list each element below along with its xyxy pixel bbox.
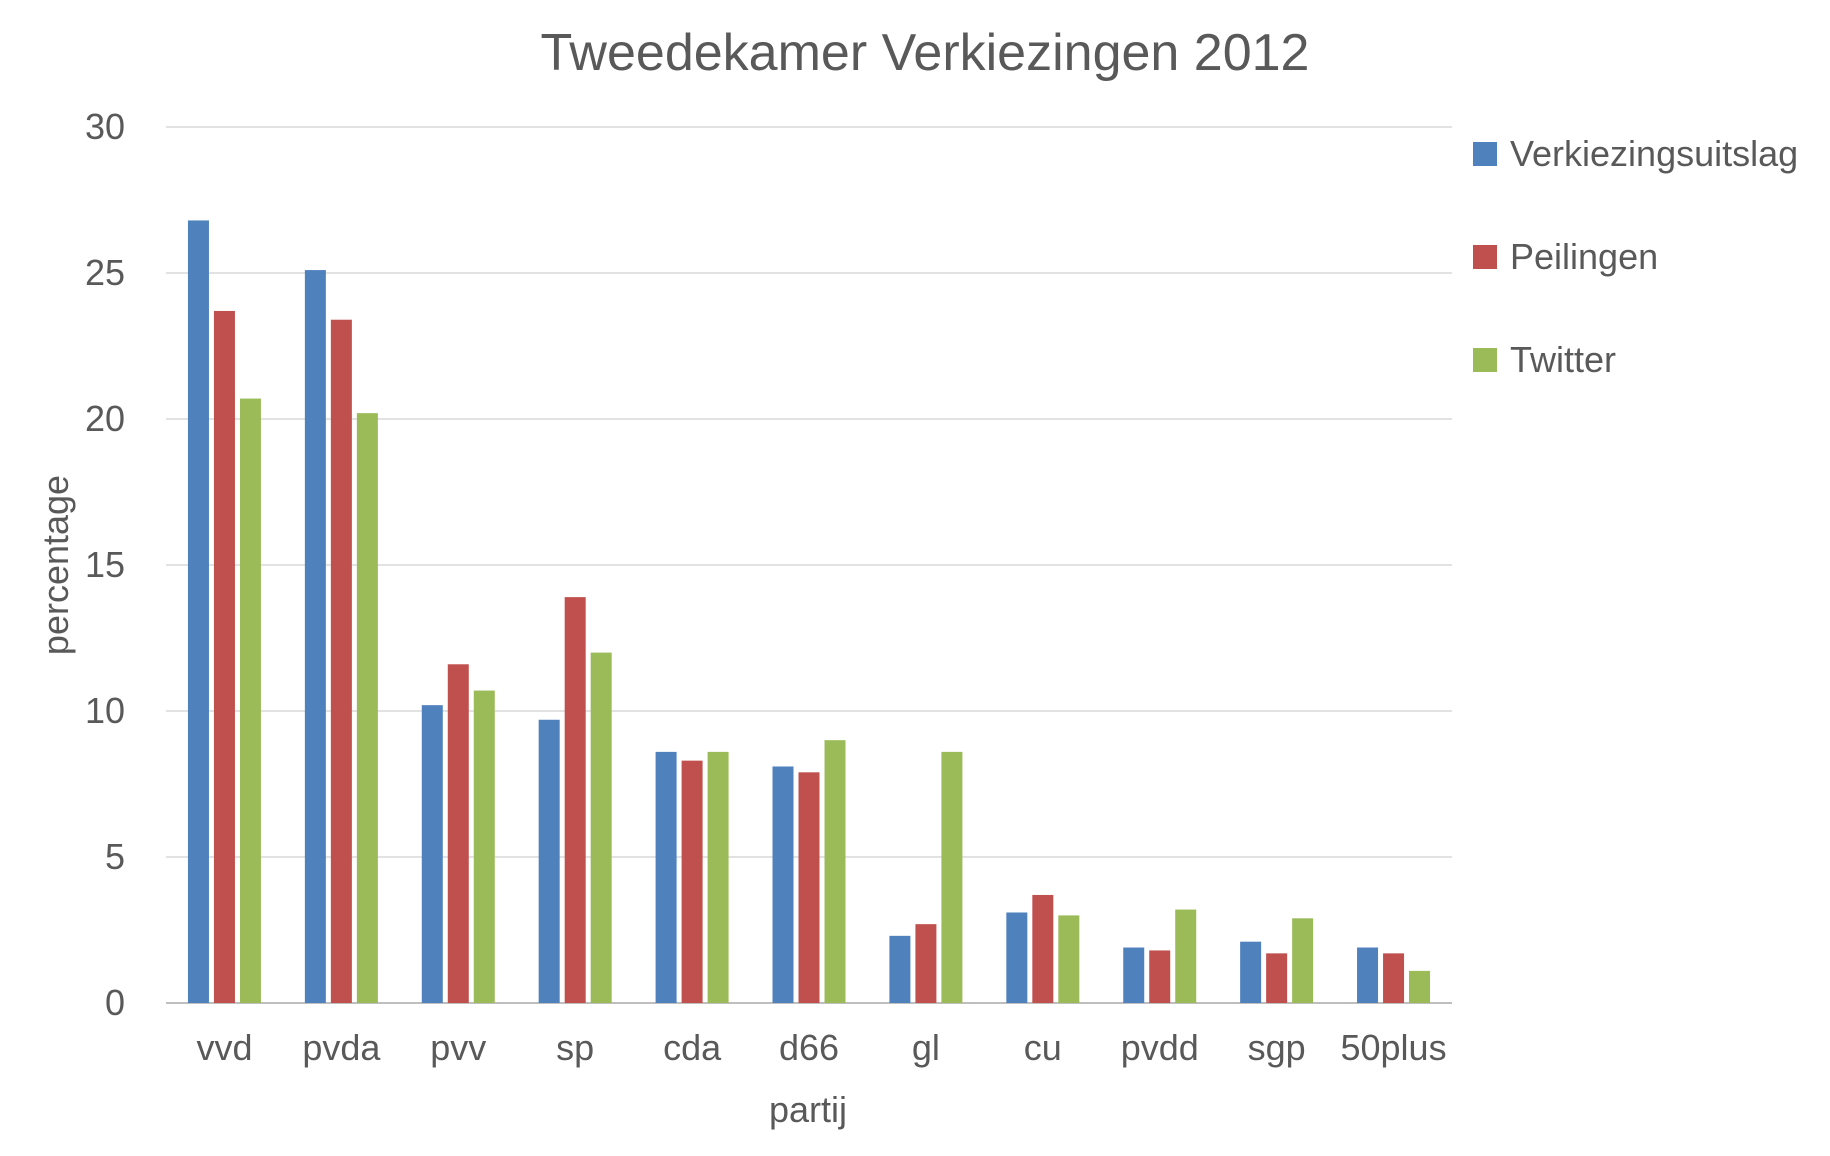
y-tick-label: 10 bbox=[85, 690, 125, 731]
legend-label: Twitter bbox=[1510, 339, 1616, 380]
x-axis-ticks: vvd pvda pvv sp cda d66 gl cu pvdd sgp 50plus bbox=[196, 1027, 1446, 1068]
x-tick-label: cda bbox=[663, 1027, 722, 1068]
y-tick-label: 0 bbox=[105, 982, 125, 1023]
bar-twitter-50plus bbox=[1409, 970, 1431, 1003]
bar-twitter-sgp bbox=[1292, 918, 1314, 1003]
legend-label: Peilingen bbox=[1510, 236, 1658, 277]
bar-verkiezingsuitslag-gl bbox=[889, 935, 911, 1003]
chart-title: Tweedekamer Verkiezingen 2012 bbox=[541, 24, 1310, 82]
y-tick-label: 15 bbox=[85, 544, 125, 585]
bar-twitter-vvd bbox=[239, 398, 261, 1003]
bar-verkiezingsuitslag-pvv bbox=[421, 705, 443, 1003]
bar-twitter-cu bbox=[1058, 915, 1080, 1003]
x-tick-label: pvda bbox=[302, 1027, 381, 1068]
bar-peilingen-sgp bbox=[1266, 953, 1288, 1003]
y-axis-title: percentage bbox=[35, 475, 76, 655]
legend-swatch bbox=[1473, 348, 1497, 372]
bars bbox=[187, 220, 1431, 1004]
x-tick-label: gl bbox=[912, 1027, 940, 1068]
bar-peilingen-50plus bbox=[1383, 953, 1405, 1003]
bar-verkiezingsuitslag-pvdd bbox=[1123, 947, 1145, 1003]
legend: Verkiezingsuitslag Peilingen Twitter bbox=[1473, 133, 1798, 380]
bar-twitter-gl bbox=[941, 751, 963, 1003]
bar-twitter-pvv bbox=[473, 690, 495, 1003]
legend-swatch bbox=[1473, 142, 1497, 166]
bar-verkiezingsuitslag-sgp bbox=[1240, 941, 1262, 1003]
bar-peilingen-pvda bbox=[330, 319, 352, 1004]
y-tick-label: 20 bbox=[85, 398, 125, 439]
bar-twitter-d66 bbox=[824, 740, 846, 1003]
bar-peilingen-pvdd bbox=[1149, 950, 1171, 1003]
y-tick-label: 25 bbox=[85, 252, 125, 293]
y-tick-label: 30 bbox=[85, 106, 125, 147]
bar-twitter-pvda bbox=[356, 413, 378, 1003]
x-tick-label: 50plus bbox=[1340, 1027, 1446, 1068]
x-tick-label: cu bbox=[1024, 1027, 1062, 1068]
bar-peilingen-cu bbox=[1032, 894, 1054, 1003]
x-tick-label: sgp bbox=[1248, 1027, 1306, 1068]
bar-verkiezingsuitslag-cu bbox=[1006, 912, 1028, 1003]
bar-twitter-pvdd bbox=[1175, 909, 1197, 1003]
bar-twitter-sp bbox=[590, 652, 612, 1003]
bar-peilingen-cda bbox=[681, 760, 703, 1003]
bar-peilingen-sp bbox=[564, 597, 586, 1003]
legend-label: Verkiezingsuitslag bbox=[1510, 133, 1798, 174]
x-tick-label: d66 bbox=[779, 1027, 839, 1068]
x-tick-label: pvdd bbox=[1121, 1027, 1199, 1068]
x-tick-label: pvv bbox=[430, 1027, 486, 1068]
x-axis-title: partij bbox=[769, 1089, 847, 1130]
bar-verkiezingsuitslag-sp bbox=[538, 719, 560, 1003]
bar-verkiezingsuitslag-vvd bbox=[187, 220, 209, 1003]
gridlines bbox=[166, 126, 1452, 1004]
bar-verkiezingsuitslag-pvda bbox=[304, 270, 326, 1004]
bar-peilingen-pvv bbox=[447, 664, 469, 1003]
bar-verkiezingsuitslag-d66 bbox=[772, 766, 794, 1003]
bar-verkiezingsuitslag-cda bbox=[655, 751, 677, 1003]
bar-twitter-cda bbox=[707, 751, 729, 1003]
bar-verkiezingsuitslag-50plus bbox=[1357, 947, 1379, 1003]
x-tick-label: vvd bbox=[196, 1027, 252, 1068]
bar-peilingen-d66 bbox=[798, 772, 820, 1003]
x-tick-label: sp bbox=[556, 1027, 594, 1068]
legend-swatch bbox=[1473, 245, 1497, 269]
y-tick-label: 5 bbox=[105, 836, 125, 877]
bar-peilingen-gl bbox=[915, 924, 937, 1003]
bar-peilingen-vvd bbox=[213, 310, 235, 1004]
y-axis-ticks: 0 5 10 15 20 25 30 bbox=[85, 106, 125, 1023]
